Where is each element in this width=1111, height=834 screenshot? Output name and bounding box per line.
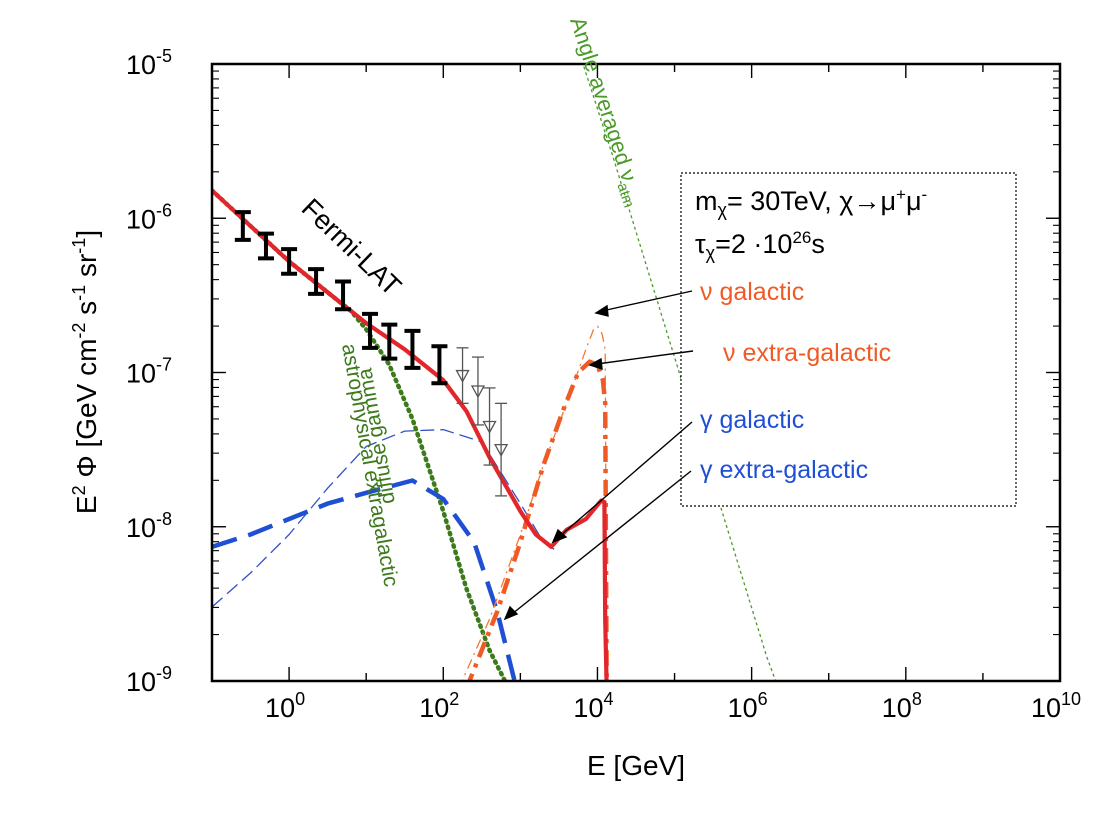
fermi-upper-point [493, 402, 509, 497]
fermi-point [335, 279, 352, 312]
y-axis-title: E2 Φ [GeV cm-2 s-1 sr-1] [69, 230, 102, 514]
fermi-upper-point [455, 347, 470, 405]
series-line-4 [461, 325, 608, 681]
fermi-point [381, 322, 398, 361]
x-tick-label: 108 [882, 689, 922, 723]
y-tick-label: 10-6 [126, 200, 172, 234]
annotation-arrows [503, 290, 694, 621]
fermi-point [404, 328, 421, 370]
fermi-lat-label: Fermi-LAT [296, 193, 407, 302]
legend-box [680, 172, 1017, 507]
tick-labels: 100 102 104 106 108 1010 10-9 10-8 10-7 10-6 10-5 [126, 46, 1081, 723]
fermi-point [257, 231, 274, 261]
legend-gamma-extragalactic: γ extra-galactic [700, 456, 868, 484]
atm-label: Angle averaged νatm [560, 14, 649, 210]
x-tick-label: 106 [728, 689, 768, 723]
series-line-0 [212, 188, 609, 681]
y-tick-label: 10-8 [126, 509, 172, 543]
legend-mass-line: mχ= 30TeV, χ→μ+μ- [695, 185, 927, 220]
series-line-3 [212, 478, 517, 681]
legend-nu-galactic: ν galactic [700, 278, 804, 306]
y-tick-label: 10-5 [126, 46, 172, 80]
legend-gamma-galactic: γ galactic [700, 406, 804, 434]
series-line-5 [467, 359, 609, 681]
x-tick-label: 100 [265, 689, 305, 723]
fermi-point [431, 344, 448, 386]
fermi-upper-point [482, 387, 497, 466]
y-tick-label: 10-7 [126, 355, 172, 389]
legend-lifetime-line: τχ=2 ·1026s [695, 228, 825, 263]
plot-frame [210, 62, 1062, 683]
fermi-point [281, 247, 298, 276]
x-tick-label: 102 [419, 689, 459, 723]
y-tick-label: 10-9 [126, 663, 172, 697]
legend-nu-extragalactic: ν extra-galactic [723, 339, 891, 367]
x-tick-label: 104 [573, 689, 613, 723]
fermi-data-points [234, 210, 509, 497]
x-axis-title: E [GeV] [587, 750, 685, 781]
x-tick-label: 1010 [1031, 689, 1081, 723]
fermi-point [234, 210, 251, 242]
fermi-point [308, 267, 325, 296]
fermi-upper-point [470, 356, 486, 426]
fermi-point [362, 311, 379, 350]
